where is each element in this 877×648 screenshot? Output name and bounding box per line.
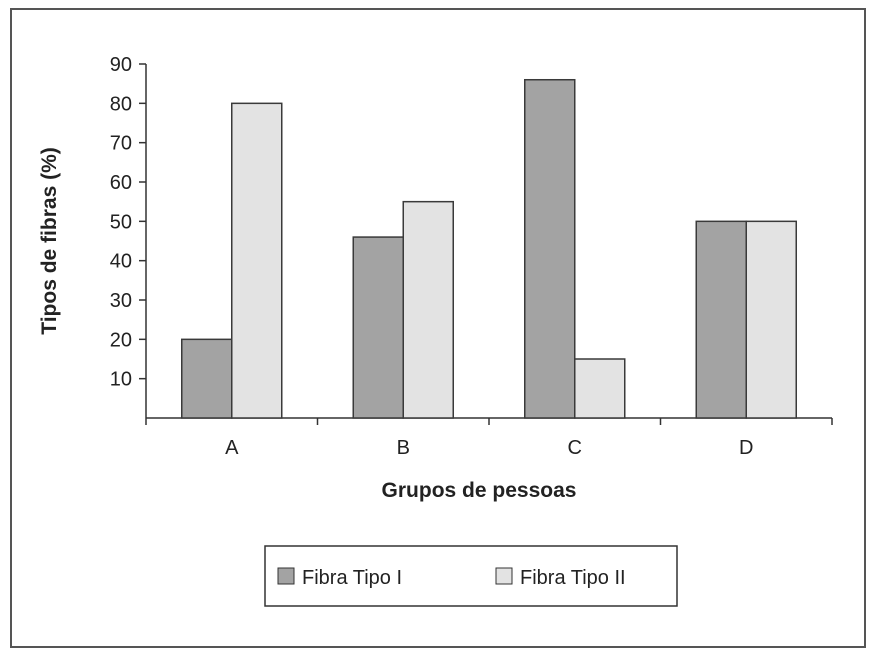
bar-chart: 10 20 30 40 50 60 70 80 90 A B C D Tipos de fibras (… bbox=[38, 54, 833, 607]
y-tick-label-20: 20 bbox=[110, 329, 132, 351]
y-axis-title: Tipos de fibras (%) bbox=[38, 147, 61, 334]
x-tick-label-d: D bbox=[739, 437, 753, 459]
x-axis-title: Grupos de pessoas bbox=[382, 479, 577, 502]
legend: Fibra Tipo I Fibra Tipo II bbox=[264, 545, 678, 607]
y-tick-label-50: 50 bbox=[110, 211, 132, 233]
bar-d-fibra-tipo-i bbox=[695, 220, 747, 419]
bars bbox=[181, 78, 797, 419]
y-tick-label-30: 30 bbox=[110, 290, 132, 312]
legend-box bbox=[264, 545, 678, 607]
legend-label-fibra-tipo-i: Fibra Tipo I bbox=[302, 567, 402, 589]
bar-b-fibra-tipo-ii bbox=[402, 200, 454, 419]
bar-a-fibra-tipo-i bbox=[181, 338, 233, 419]
y-tick-label-80: 80 bbox=[110, 93, 132, 115]
y-tick-label-10: 10 bbox=[110, 369, 132, 391]
y-tick-label-70: 70 bbox=[110, 133, 132, 155]
legend-swatch-fibra-tipo-ii bbox=[495, 567, 513, 585]
y-tick-label-40: 40 bbox=[110, 251, 132, 273]
x-tick-label-c: C bbox=[568, 437, 582, 459]
legend-label-fibra-tipo-ii: Fibra Tipo II bbox=[520, 567, 626, 589]
bar-d-fibra-tipo-ii bbox=[745, 220, 797, 419]
bar-a-fibra-tipo-ii bbox=[231, 102, 283, 419]
bar-c-fibra-tipo-i bbox=[524, 78, 576, 419]
bar-b-fibra-tipo-i bbox=[352, 236, 404, 419]
legend-swatch-fibra-tipo-i bbox=[277, 567, 295, 585]
y-tick-label-60: 60 bbox=[110, 172, 132, 194]
y-tick-label-90: 90 bbox=[110, 54, 132, 76]
bar-c-fibra-tipo-ii bbox=[574, 358, 626, 419]
x-tick-label-a: A bbox=[225, 437, 239, 459]
x-tick-label-b: B bbox=[397, 437, 410, 459]
ticks: 10 20 30 40 50 60 70 80 90 A B C D bbox=[110, 54, 833, 459]
